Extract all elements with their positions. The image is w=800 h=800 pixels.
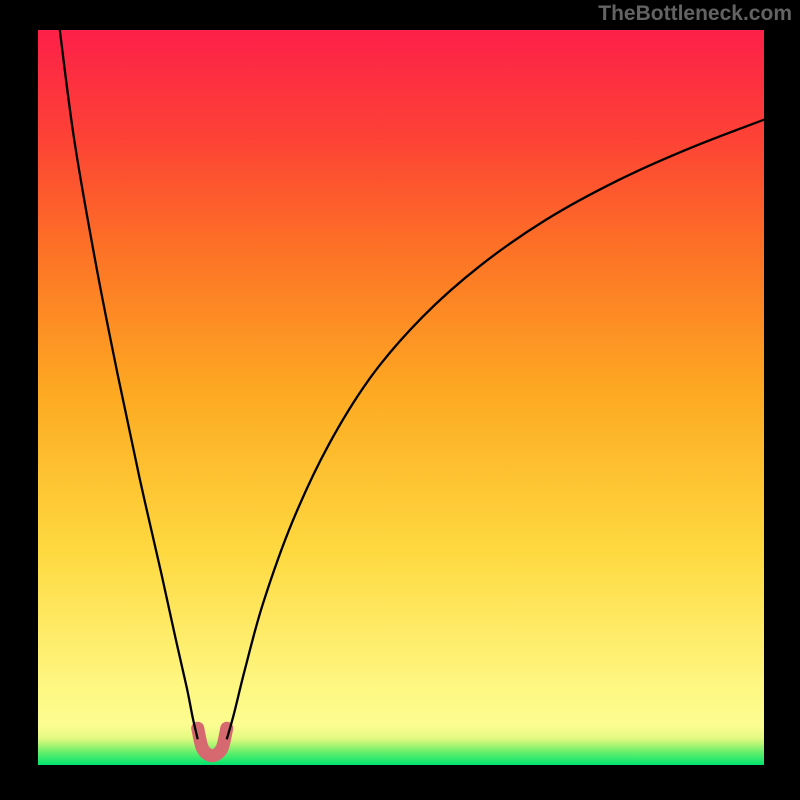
bottleneck-curve-right [227, 120, 764, 740]
chart-container: TheBottleneck.com [0, 0, 800, 800]
valley-marker [198, 728, 227, 755]
plot-area [38, 30, 764, 765]
bottleneck-curve-left [60, 30, 198, 739]
curves-layer [38, 30, 764, 765]
watermark-text: TheBottleneck.com [598, 2, 792, 26]
